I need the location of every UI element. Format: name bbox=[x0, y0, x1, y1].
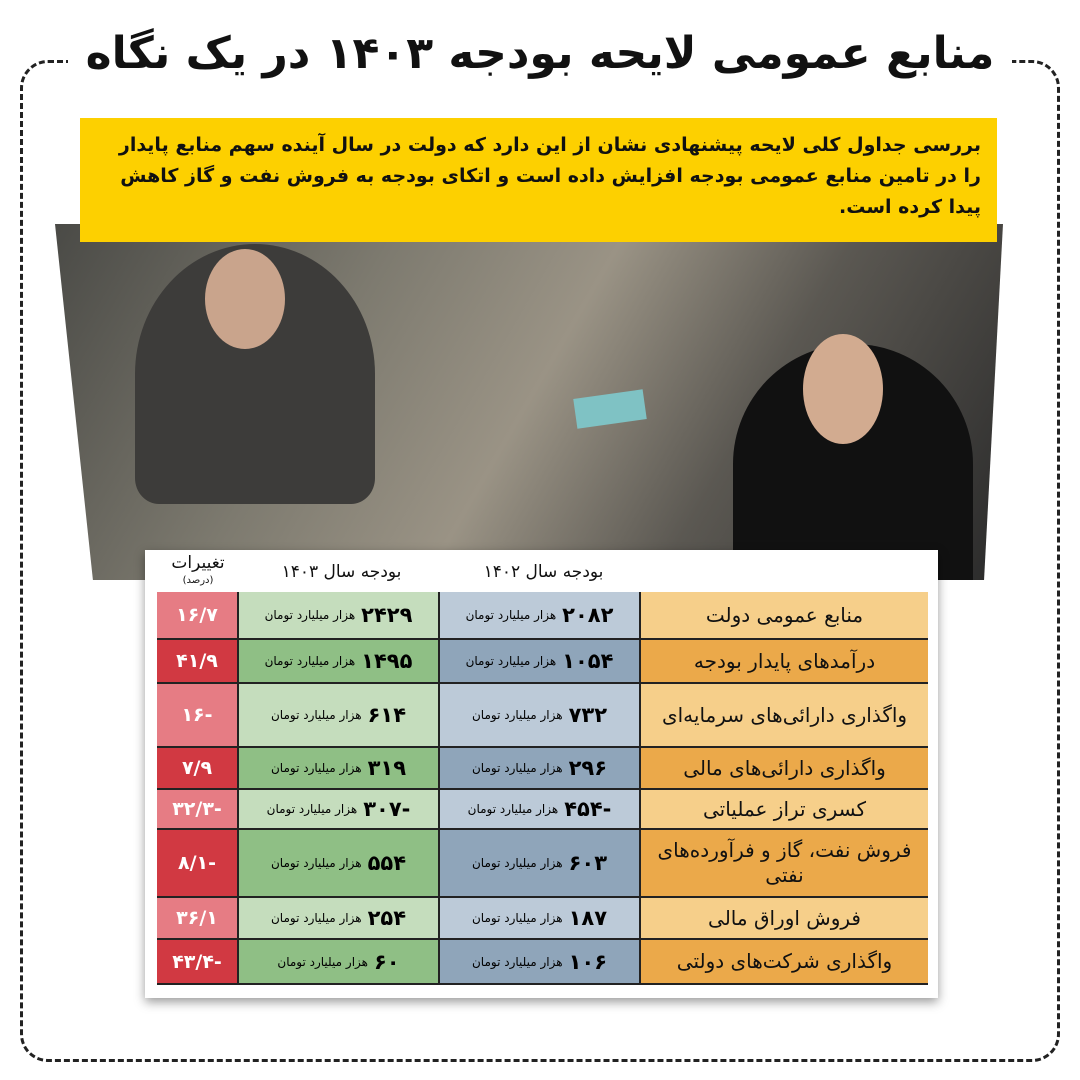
change-cell: ۳۶/۱ bbox=[157, 898, 239, 938]
value-1403-cell: ۱۴۹۵ هزار میلیارد تومان bbox=[239, 640, 440, 682]
unit: هزار میلیارد تومان bbox=[277, 954, 368, 969]
unit: هزار میلیارد تومان bbox=[270, 911, 362, 925]
change-value: ۴۱/۹ bbox=[176, 650, 218, 672]
unit: هزار میلیارد تومان bbox=[465, 654, 557, 668]
table-row: -۸/۱ ۵۵۴ هزار میلیارد تومان ۶۰۳ هزار میلیارد… bbox=[157, 830, 928, 898]
page-title: منابع عمومی لایحه بودجه ۱۴۰۳ در یک نگاه bbox=[60, 28, 1020, 79]
unit: هزار میلیارد تومان bbox=[264, 654, 356, 668]
table-row: ۱۶/۷ ۲۴۲۹ هزار میلیارد تومان ۲۰۸۲ هزار میلیا… bbox=[157, 592, 928, 640]
row-label: فروش اوراق مالی bbox=[641, 898, 928, 938]
change-cell: ۷/۹ bbox=[157, 748, 239, 788]
unit: هزار میلیارد تومان bbox=[266, 802, 358, 816]
budget-handover-photo bbox=[55, 224, 1003, 580]
unit: هزار میلیارد تومان bbox=[270, 708, 362, 722]
value-1403-cell: -۳۰۷ هزار میلیارد تومان bbox=[239, 790, 440, 828]
row-label: فروش نفت، گاز و فرآورده‌های نفتی bbox=[641, 830, 928, 896]
unit: هزار میلیارد تومان bbox=[270, 761, 362, 775]
change-value: -۳۲/۳ bbox=[172, 798, 222, 820]
change-cell: -۴۳/۴ bbox=[157, 940, 239, 983]
row-label: کسری تراز عملیاتی bbox=[641, 790, 928, 828]
unit: هزار میلیارد تومان bbox=[264, 608, 356, 622]
amount: ۶۰۳ bbox=[568, 851, 608, 875]
table-row: ۴۱/۹ ۱۴۹۵ هزار میلیارد تومان ۱۰۵۴ هزار میلیا… bbox=[157, 640, 928, 684]
table-row: ۷/۹ ۳۱۹ هزار میلیارد تومان ۲۹۶ هزار میلیارد … bbox=[157, 748, 928, 790]
amount: ۱۸۷ bbox=[568, 906, 608, 930]
budget-table: تغییرات (درصد) بودجه سال ۱۴۰۳ بودجه سال … bbox=[145, 550, 938, 998]
value-1402-cell: ۷۳۲ هزار میلیارد تومان bbox=[440, 684, 641, 746]
unit: هزار میلیارد تومان bbox=[467, 802, 559, 816]
amount: ۲۵۴ bbox=[367, 906, 407, 930]
change-cell: -۱۶ bbox=[157, 684, 239, 746]
amount: ۱۰۵۴ bbox=[562, 649, 614, 673]
change-cell: -۳۲/۳ bbox=[157, 790, 239, 828]
amount: ۵۵۴ bbox=[367, 851, 407, 875]
value-1403-cell: ۶۱۴ هزار میلیارد تومان bbox=[239, 684, 440, 746]
amount: ۱۴۹۵ bbox=[361, 649, 413, 673]
unit: هزار میلیارد تومان bbox=[471, 911, 563, 925]
row-label: واگذاری شرکت‌های دولتی bbox=[641, 940, 928, 983]
row-label: واگذاری دارائی‌های سرمایه‌ای bbox=[641, 684, 928, 746]
change-value: -۴۳/۴ bbox=[172, 950, 222, 973]
change-cell: -۸/۱ bbox=[157, 830, 239, 896]
unit: هزار میلیارد تومان bbox=[471, 708, 563, 722]
header-1403: بودجه سال ۱۴۰۳ bbox=[281, 562, 402, 582]
amount: ۲۹۶ bbox=[568, 756, 608, 780]
row-label: منابع عمومی دولت bbox=[641, 592, 928, 638]
unit: هزار میلیارد تومان bbox=[465, 608, 557, 622]
value-1402-cell: ۲۹۶ هزار میلیارد تومان bbox=[440, 748, 641, 788]
amount: ۲۴۲۹ bbox=[361, 603, 413, 627]
value-1402-cell: ۱۰۵۴ هزار میلیارد تومان bbox=[440, 640, 641, 682]
change-value: -۱۶ bbox=[181, 704, 213, 726]
amount: ۶۱۴ bbox=[367, 703, 407, 727]
unit: هزار میلیارد تومان bbox=[471, 761, 563, 775]
value-1402-cell: ۶۰۳ هزار میلیارد تومان bbox=[440, 830, 641, 896]
table-row: -۳۲/۳ -۳۰۷ هزار میلیارد تومان -۴۵۴ هزار میلی… bbox=[157, 790, 928, 830]
unit: هزار میلیارد تومان bbox=[270, 856, 362, 870]
change-value: ۷/۹ bbox=[181, 757, 213, 779]
budget-book bbox=[573, 389, 647, 429]
header-change-unit: (درصد) bbox=[182, 575, 214, 586]
table-row: -۴۳/۴ ۶۰ هزار میلیارد تومان ۱۰۶ هزار میلیارد… bbox=[157, 940, 928, 985]
row-label: درآمدهای پایدار بودجه bbox=[641, 640, 928, 682]
value-1402-cell: -۴۵۴ هزار میلیارد تومان bbox=[440, 790, 641, 828]
header-change: تغییرات (درصد) bbox=[157, 554, 239, 590]
change-cell: ۱۶/۷ bbox=[157, 592, 239, 638]
amount: ۳۱۹ bbox=[367, 756, 407, 780]
value-1403-cell: ۲۵۴ هزار میلیارد تومان bbox=[239, 898, 440, 938]
unit: هزار میلیارد تومان bbox=[471, 954, 563, 969]
amount: ۲۰۸۲ bbox=[562, 603, 614, 627]
change-value: -۸/۱ bbox=[177, 852, 217, 874]
unit: هزار میلیارد تومان bbox=[471, 856, 563, 870]
amount: -۳۰۷ bbox=[363, 797, 411, 821]
change-cell: ۴۱/۹ bbox=[157, 640, 239, 682]
amount: -۴۵۴ bbox=[564, 797, 612, 821]
value-1402-cell: ۱۰۶ هزار میلیارد تومان bbox=[440, 940, 641, 983]
value-1402-cell: ۲۰۸۲ هزار میلیارد تومان bbox=[440, 592, 641, 638]
header-1402: بودجه سال ۱۴۰۲ bbox=[483, 562, 604, 582]
value-1403-cell: ۳۱۹ هزار میلیارد تومان bbox=[239, 748, 440, 788]
value-1403-cell: ۵۵۴ هزار میلیارد تومان bbox=[239, 830, 440, 896]
amount: ۱۰۶ bbox=[568, 949, 608, 974]
row-label: واگذاری دارائی‌های مالی bbox=[641, 748, 928, 788]
header-change-label: تغییرات bbox=[171, 553, 225, 573]
value-1403-cell: ۲۴۲۹ هزار میلیارد تومان bbox=[239, 592, 440, 638]
intro-text: بررسی جداول کلی لایحه پیشنهادی نشان از ا… bbox=[80, 118, 997, 242]
table-row: ۳۶/۱ ۲۵۴ هزار میلیارد تومان ۱۸۷ هزار میلیارد… bbox=[157, 898, 928, 940]
change-value: ۳۶/۱ bbox=[176, 907, 218, 929]
value-1402-cell: ۱۸۷ هزار میلیارد تومان bbox=[440, 898, 641, 938]
change-value: ۱۶/۷ bbox=[176, 604, 218, 626]
amount: ۶۰ bbox=[373, 949, 400, 974]
table-row: -۱۶ ۶۱۴ هزار میلیارد تومان ۷۳۲ هزار میلیارد … bbox=[157, 684, 928, 748]
amount: ۷۳۲ bbox=[568, 703, 608, 727]
value-1403-cell: ۶۰ هزار میلیارد تومان bbox=[239, 940, 440, 983]
